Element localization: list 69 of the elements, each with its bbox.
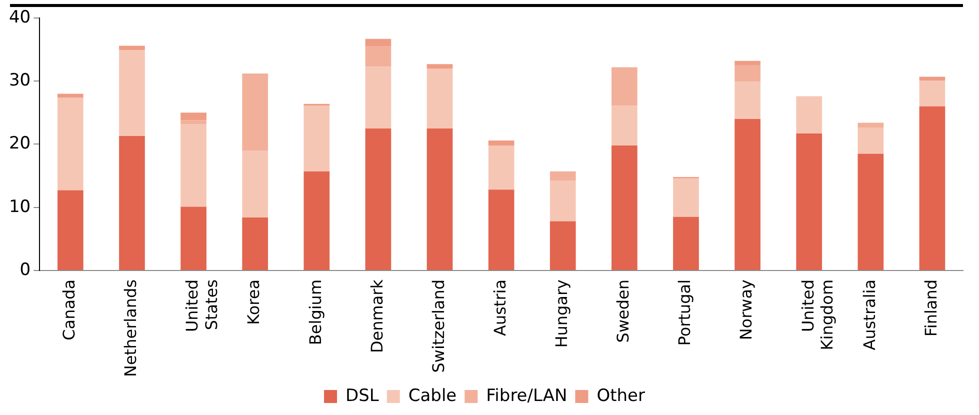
- bar: [673, 216, 699, 270]
- bar: [426, 128, 453, 270]
- bar: [734, 82, 760, 119]
- bar: [858, 154, 884, 270]
- x-tick-label: Sweden: [614, 279, 633, 343]
- y-tick-label: 0: [20, 260, 31, 280]
- x-tick-label: Netherlands: [121, 279, 140, 377]
- legend-label: DSL: [346, 386, 380, 406]
- x-tick-label: Norway: [736, 279, 756, 340]
- bar: [734, 60, 760, 66]
- bar: [550, 221, 576, 270]
- bar: [796, 96, 822, 134]
- bar: [365, 46, 392, 67]
- bar: [365, 128, 392, 270]
- bar: [365, 38, 392, 46]
- bar: [550, 171, 576, 181]
- bar: [796, 134, 822, 270]
- bar: [426, 68, 453, 128]
- bar: [550, 180, 576, 222]
- x-tick-label: Belgium: [306, 279, 325, 346]
- x-tick-label: Hungary: [552, 279, 572, 348]
- bar: [180, 124, 206, 207]
- x-tick-label: Korea: [244, 279, 264, 325]
- bar: [919, 106, 946, 270]
- x-tick-label: Switzerland: [428, 279, 448, 373]
- legend-label: Fibre/LAN: [486, 386, 568, 406]
- bar: [488, 190, 514, 270]
- bar: [612, 67, 638, 106]
- bar: [180, 120, 206, 124]
- bar: [119, 136, 145, 270]
- bar: [488, 140, 514, 146]
- bar: [673, 178, 699, 217]
- bar: [612, 145, 638, 270]
- x-tick-label: United States: [182, 279, 221, 332]
- x-tick-label: Finland: [921, 279, 940, 337]
- bar: [180, 206, 206, 270]
- bar: [919, 80, 946, 106]
- x-tick-label: Australia: [860, 279, 879, 350]
- bar: [119, 50, 145, 136]
- bar: [488, 145, 514, 190]
- bar: [304, 106, 330, 172]
- legend-label: Other: [596, 386, 645, 406]
- bar: [612, 106, 638, 146]
- y-tick-label: 20: [8, 134, 31, 154]
- legend-label: Cable: [408, 386, 457, 406]
- bar: [57, 94, 84, 98]
- bar: [242, 150, 268, 218]
- bar: [426, 64, 453, 68]
- y-tick-label: 10: [8, 196, 31, 217]
- bar: [57, 98, 84, 190]
- bar: [734, 118, 760, 270]
- bar: [858, 122, 884, 128]
- x-tick-label: Austria: [490, 279, 510, 336]
- y-tick-label: 30: [8, 70, 31, 91]
- bar: [242, 74, 268, 151]
- bar: [365, 66, 392, 128]
- bar: [119, 46, 145, 50]
- y-tick-label: 40: [8, 7, 31, 28]
- bar: [57, 190, 84, 270]
- x-tick-label: Portugal: [675, 279, 694, 346]
- bar: [734, 65, 760, 82]
- bar: [304, 171, 330, 270]
- bar: [919, 76, 946, 80]
- bar: [180, 112, 206, 120]
- bar: [858, 128, 884, 154]
- x-tick-label: Denmark: [367, 278, 386, 354]
- bar: [242, 217, 268, 270]
- x-tick-label: United Kingdom: [798, 279, 836, 350]
- x-tick-label: Canada: [60, 279, 79, 340]
